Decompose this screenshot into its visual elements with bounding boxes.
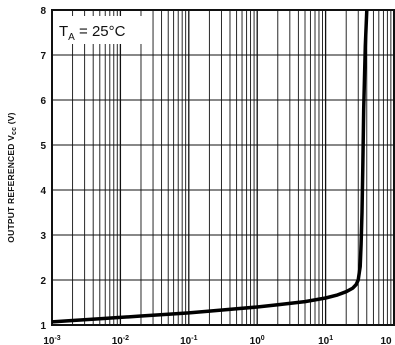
- annotation-rest: = 25°C: [75, 23, 126, 40]
- x-tick-label: 10-2: [112, 335, 129, 345]
- temperature-annotation: TA = 25°C: [54, 16, 150, 44]
- y-tick-labels: 1 2 3 4 5 6 7 8: [40, 6, 46, 332]
- y-axis-label-main: OUTPUT REFERENCED V: [6, 135, 16, 243]
- y-tick-label: 4: [40, 186, 46, 197]
- x-tick-labels: 10-3 10-2 10-1 100 101 10: [43, 335, 392, 345]
- y-tick-label: 1: [40, 321, 46, 332]
- x-tick-label: 10-3: [43, 335, 60, 345]
- plot-frame: [51, 9, 395, 326]
- annotation-prefix: T: [59, 23, 68, 40]
- x-tick-label: 10: [380, 336, 392, 345]
- y-axis-label: OUTPUT REFERENCED Vcc (V): [6, 112, 18, 242]
- curve-layer: [51, 9, 369, 324]
- annotation-background: [54, 16, 150, 44]
- y-tick-label: 5: [40, 141, 46, 152]
- y-tick-label: 2: [40, 276, 46, 287]
- y-axis-label-sub: cc: [11, 127, 18, 135]
- x-tick-label: 100: [250, 335, 265, 345]
- annotation-subscript: A: [68, 32, 75, 43]
- y-tick-label: 6: [40, 96, 46, 107]
- y-axis-label-suffix: (V): [6, 112, 16, 127]
- y-tick-label: 7: [40, 51, 46, 62]
- x-tick-label: 10-1: [180, 335, 197, 345]
- y-tick-label: 3: [40, 231, 46, 242]
- grid: [51, 9, 394, 326]
- y-tick-label: 8: [40, 6, 46, 17]
- annotation-text: TA = 25°C: [59, 23, 126, 43]
- series-line: [51, 9, 369, 324]
- x-tick-label: 101: [318, 335, 333, 345]
